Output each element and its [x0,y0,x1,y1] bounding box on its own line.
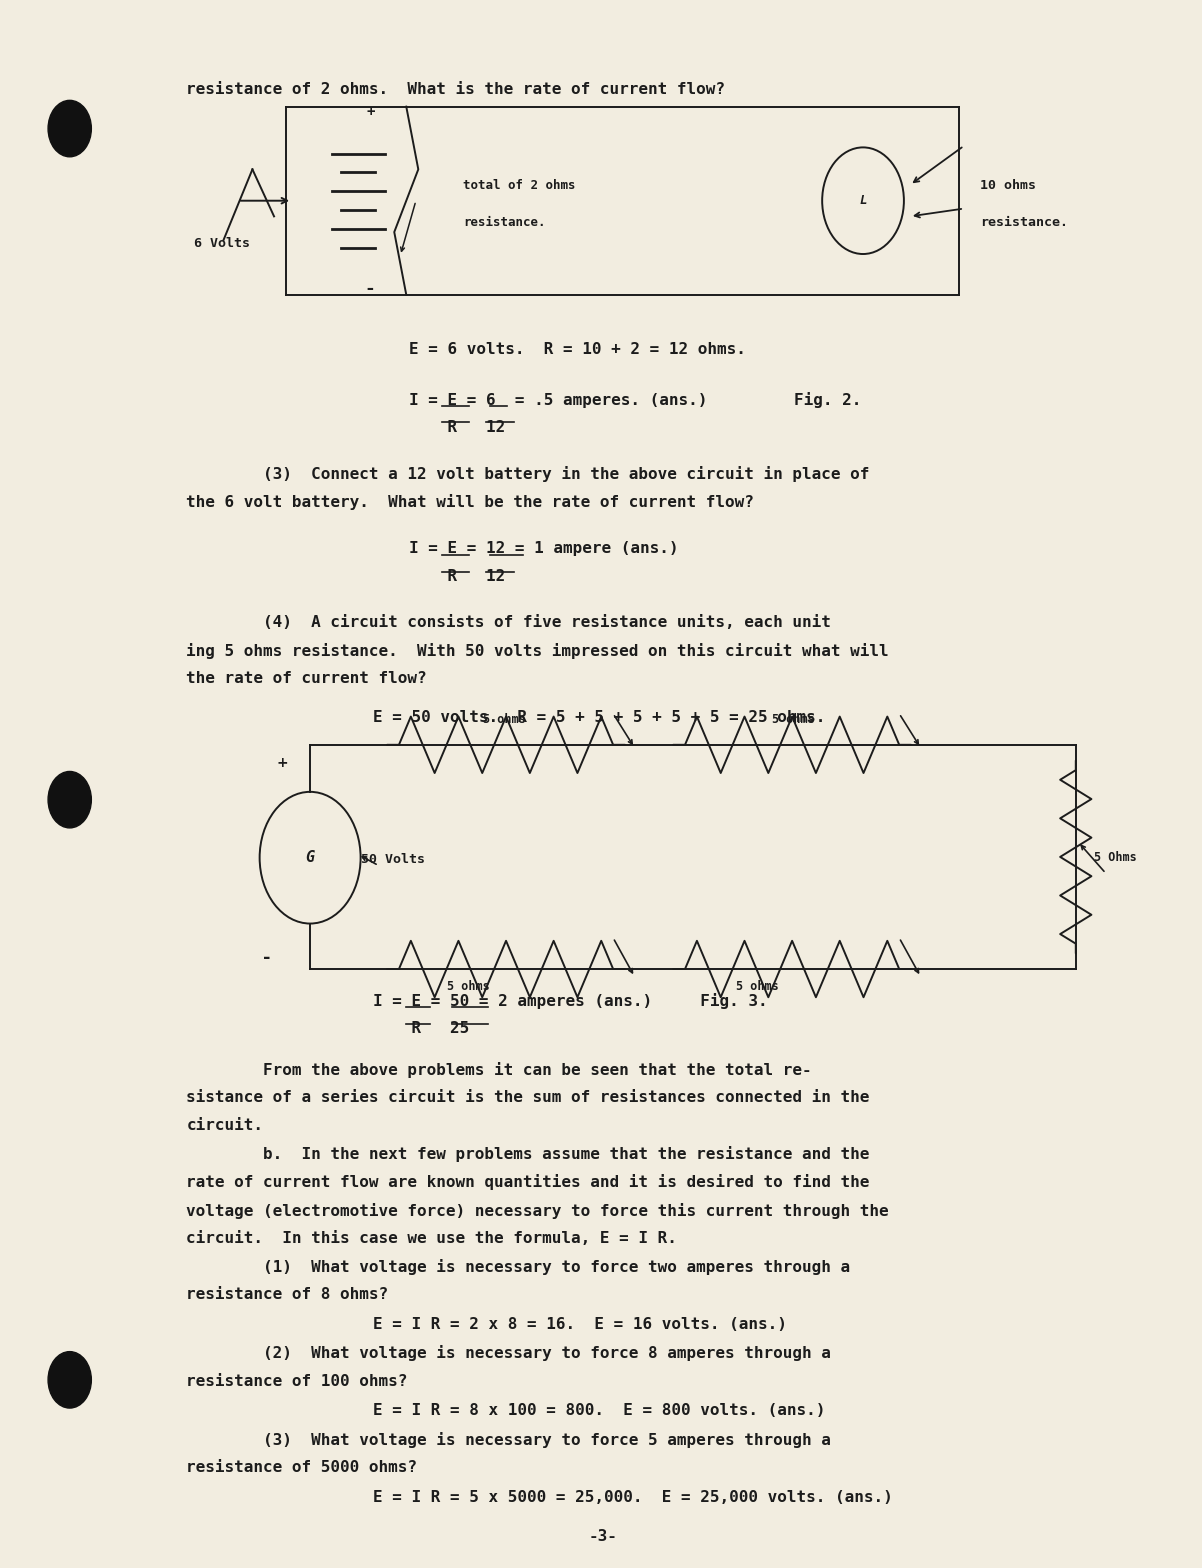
Text: resistance of 2 ohms.  What is the rate of current flow?: resistance of 2 ohms. What is the rate o… [186,82,725,97]
Text: R   25: R 25 [373,1021,469,1036]
Text: b.  In the next few problems assume that the resistance and the: b. In the next few problems assume that … [186,1146,870,1162]
Text: -3-: -3- [589,1529,618,1544]
Text: -: - [364,281,376,298]
Text: ing 5 ohms resistance.  With 50 volts impressed on this circuit what will: ing 5 ohms resistance. With 50 volts imp… [186,643,889,659]
Text: -: - [263,950,270,967]
Text: E = I R = 8 x 100 = 800.  E = 800 volts. (ans.): E = I R = 8 x 100 = 800. E = 800 volts. … [373,1403,825,1419]
Text: voltage (electromotive force) necessary to force this current through the: voltage (electromotive force) necessary … [186,1203,889,1218]
Text: 5 Ohms: 5 Ohms [1094,851,1137,864]
Circle shape [48,100,91,157]
Text: +: + [276,756,288,770]
Text: E = I R = 2 x 8 = 16.  E = 16 volts. (ans.): E = I R = 2 x 8 = 16. E = 16 volts. (ans… [373,1317,786,1333]
Text: the 6 volt battery.  What will be the rate of current flow?: the 6 volt battery. What will be the rat… [186,494,754,510]
Text: resistance.: resistance. [463,216,546,229]
Text: resistance of 8 ohms?: resistance of 8 ohms? [186,1287,388,1303]
Text: 10 ohms: 10 ohms [980,179,1036,191]
Text: 5 ohms: 5 ohms [736,980,779,993]
Text: G: G [305,850,315,866]
Text: L: L [859,194,867,207]
Text: 5 ohms: 5 ohms [772,713,815,726]
Text: 6 Volts: 6 Volts [195,237,250,249]
Circle shape [48,771,91,828]
Text: circuit.: circuit. [186,1118,263,1134]
Text: resistance of 5000 ohms?: resistance of 5000 ohms? [186,1460,417,1475]
Text: rate of current flow are known quantities and it is desired to find the: rate of current flow are known quantitie… [186,1174,870,1190]
Text: I = E = 12 = 1 ampere (ans.): I = E = 12 = 1 ampere (ans.) [409,541,678,557]
Text: the rate of current flow?: the rate of current flow? [186,671,427,687]
Text: From the above problems it can be seen that the total re-: From the above problems it can be seen t… [186,1062,811,1077]
Circle shape [48,1352,91,1408]
Text: 5 ohms: 5 ohms [447,980,490,993]
Text: R   12: R 12 [409,420,505,436]
Text: +: + [367,105,374,119]
Text: (3)  What voltage is necessary to force 5 amperes through a: (3) What voltage is necessary to force 5… [186,1432,832,1447]
Text: circuit.  In this case we use the formula, E = I R.: circuit. In this case we use the formula… [186,1231,677,1247]
Text: (2)  What voltage is necessary to force 8 amperes through a: (2) What voltage is necessary to force 8… [186,1345,832,1361]
Text: 5 ohms: 5 ohms [483,713,526,726]
Text: (4)  A circuit consists of five resistance units, each unit: (4) A circuit consists of five resistanc… [186,615,832,630]
Text: E = 50 volts.  R = 5 + 5 + 5 + 5 + 5 = 25 ohms.: E = 50 volts. R = 5 + 5 + 5 + 5 + 5 = 25… [373,710,825,726]
Text: sistance of a series circuit is the sum of resistances connected in the: sistance of a series circuit is the sum … [186,1090,870,1105]
Text: R   12: R 12 [409,569,505,585]
Text: resistance.: resistance. [980,216,1067,229]
Text: total of 2 ohms: total of 2 ohms [463,179,576,191]
Text: I = E = 6  = .5 amperes. (ans.)         Fig. 2.: I = E = 6 = .5 amperes. (ans.) Fig. 2. [409,392,861,408]
Text: E = 6 volts.  R = 10 + 2 = 12 ohms.: E = 6 volts. R = 10 + 2 = 12 ohms. [409,342,745,358]
Text: E = I R = 5 x 5000 = 25,000.  E = 25,000 volts. (ans.): E = I R = 5 x 5000 = 25,000. E = 25,000 … [373,1490,892,1505]
Text: (3)  Connect a 12 volt battery in the above circuit in place of: (3) Connect a 12 volt battery in the abo… [186,466,870,481]
Text: I = E = 50 = 2 amperes (ans.)     Fig. 3.: I = E = 50 = 2 amperes (ans.) Fig. 3. [373,993,767,1008]
Text: 50 Volts: 50 Volts [361,853,424,866]
Text: resistance of 100 ohms?: resistance of 100 ohms? [186,1374,407,1389]
Text: (1)  What voltage is necessary to force two amperes through a: (1) What voltage is necessary to force t… [186,1259,851,1275]
